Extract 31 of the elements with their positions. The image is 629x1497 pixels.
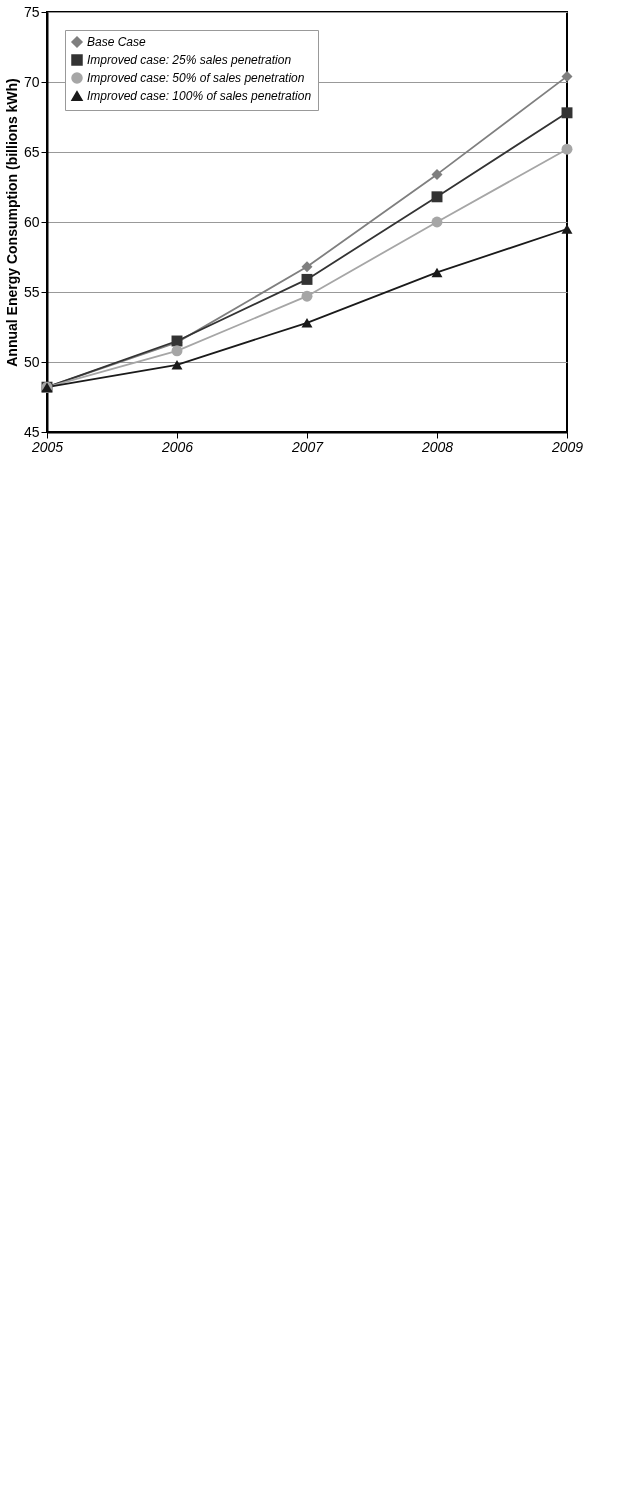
- point: [561, 143, 573, 155]
- y-tick-label: 70: [23, 73, 40, 90]
- point: [301, 273, 313, 285]
- point: [431, 191, 443, 203]
- y-tick-label: 65: [23, 143, 40, 160]
- legend-label: Improved case: 50% of sales penetration: [87, 71, 305, 85]
- point: [561, 224, 573, 234]
- legend-label: Improved case: 100% of sales penetration: [87, 89, 312, 103]
- point: [301, 290, 313, 302]
- point: [431, 267, 443, 278]
- x-tick-label: 2006: [160, 438, 194, 455]
- x-tick-label: 2009: [550, 438, 584, 455]
- x-tick-label: 2008: [420, 438, 454, 455]
- y-tick-label: 60: [23, 213, 40, 230]
- point: [171, 345, 183, 357]
- point: [301, 318, 313, 328]
- point: [171, 360, 183, 370]
- point: [301, 261, 313, 273]
- y-axis-title: Annual Energy Consumption (billions kWh): [3, 78, 20, 367]
- point: [561, 107, 573, 119]
- y-tick-label: 45: [23, 423, 40, 440]
- y-tick-label: 75: [23, 3, 40, 20]
- y-tick-label: 55: [23, 283, 40, 300]
- legend-label: Improved case: 25% sales penetration: [87, 53, 292, 67]
- point: [561, 70, 573, 82]
- point: [431, 168, 443, 180]
- y-tick-label: 50: [23, 353, 40, 370]
- x-tick-label: 2005: [30, 438, 64, 455]
- legend-label: Base Case: [87, 35, 147, 49]
- point: [431, 216, 443, 228]
- x-tick-label: 2007: [290, 438, 325, 455]
